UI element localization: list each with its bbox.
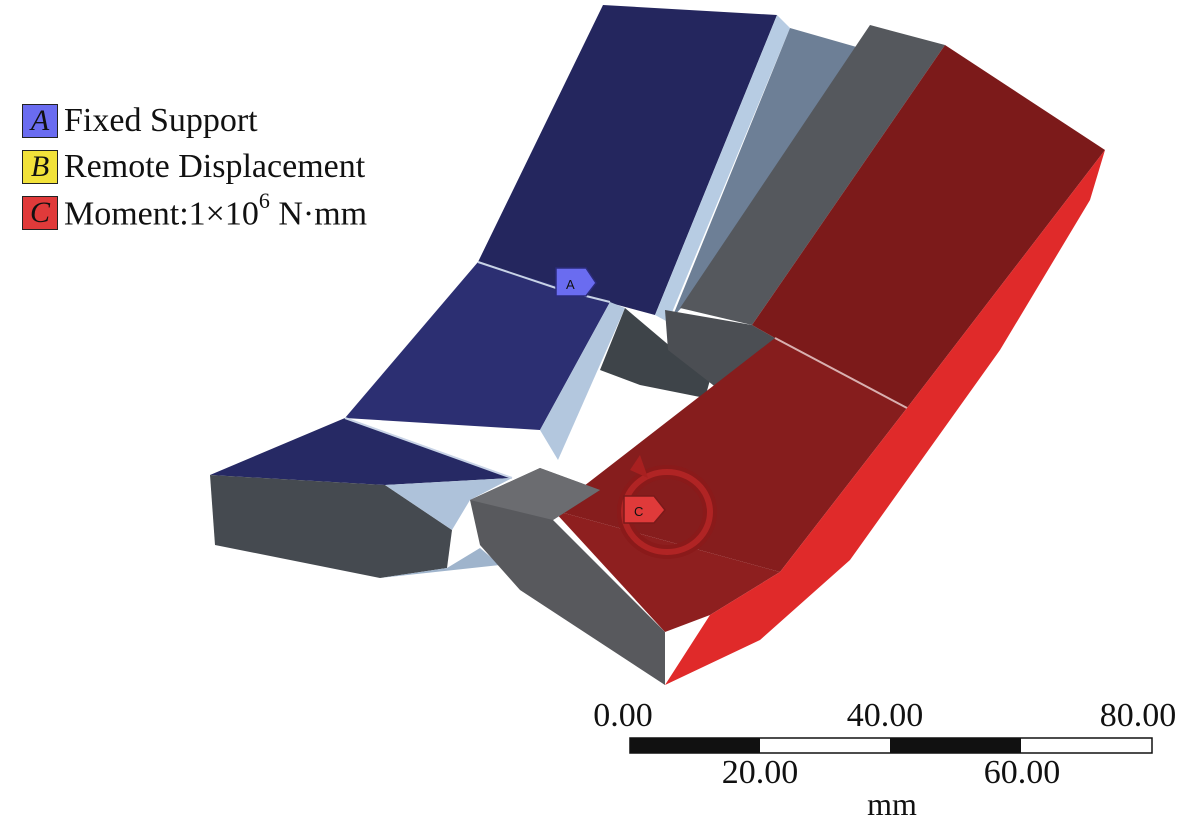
- red-lower-face: [553, 510, 780, 632]
- marker-a-label: A: [566, 277, 575, 292]
- scale-tick-20: 20.00: [721, 754, 799, 791]
- red-top-face: [752, 45, 1105, 408]
- gray-block-side: [665, 310, 775, 392]
- legend-label-b: Remote Displacement: [64, 148, 366, 185]
- fixed-part: [210, 5, 860, 578]
- marker-a[interactable]: A: [555, 267, 597, 297]
- fixed-top-face: [478, 5, 777, 315]
- legend-label-c: Moment:1×106 N·mm: [64, 188, 368, 233]
- scale-bar: [629, 737, 1153, 754]
- legend-label-c-exponent: 6: [258, 188, 270, 214]
- fixed-seam-2: [344, 417, 513, 479]
- fixed-inner-side: [600, 308, 710, 398]
- scale-tick-40: 40.00: [846, 697, 924, 734]
- fixed-edge-top: [655, 15, 790, 322]
- fixed-edge-right: [672, 28, 860, 318]
- fixed-end-block: [210, 475, 452, 578]
- fixed-edge-mid: [540, 302, 625, 460]
- scale-tick-80: 80.00: [1099, 697, 1177, 734]
- legend-swatch-a: A: [22, 104, 58, 138]
- scale-tick-60: 60.00: [983, 754, 1061, 791]
- legend-swatch-b: B: [22, 150, 58, 184]
- legend: A Fixed Support B Remote Displacement C …: [22, 98, 367, 236]
- gray-block-lower-top: [470, 468, 600, 520]
- red-side-face: [665, 150, 1105, 685]
- gray-block-lower: [470, 468, 665, 685]
- legend-item-fixed-support: A Fixed Support: [22, 98, 367, 144]
- fixed-middle-face: [345, 262, 610, 430]
- fixed-end-edge: [385, 478, 512, 530]
- gray-block-upper: [680, 25, 945, 325]
- legend-item-remote-displacement: B Remote Displacement: [22, 144, 367, 190]
- scale-tick-0: 0.00: [593, 697, 653, 734]
- legend-item-moment: C Moment:1×106 N·mm: [22, 188, 368, 236]
- fixed-lower-face: [210, 418, 512, 485]
- marker-c[interactable]: C: [623, 495, 666, 524]
- scale-unit: mm: [867, 786, 917, 822]
- marker-c-label: C: [634, 504, 643, 519]
- legend-swatch-c: C: [22, 196, 58, 230]
- red-seam-1: [774, 337, 908, 409]
- fixed-end-inner: [380, 548, 500, 578]
- legend-label-a: Fixed Support: [64, 102, 258, 139]
- legend-label-c-suffix: N·mm: [269, 195, 368, 233]
